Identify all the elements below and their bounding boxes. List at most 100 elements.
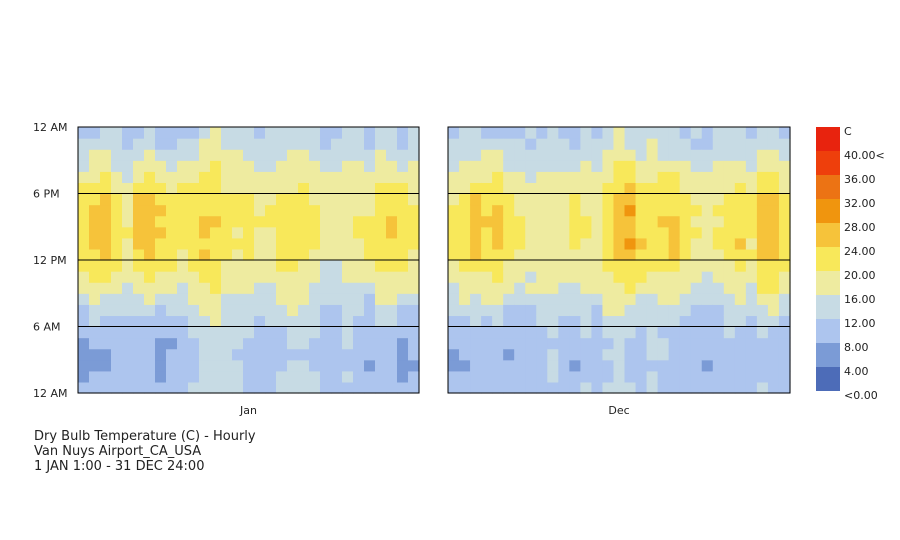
- heatmap-cell: [756, 260, 769, 272]
- heatmap-cell: [254, 237, 266, 250]
- heatmap-cell: [448, 171, 460, 184]
- heatmap-cell: [287, 293, 299, 305]
- heatmap-cell: [298, 293, 310, 305]
- heatmap-cell: [320, 193, 332, 206]
- heatmap-cell: [525, 149, 537, 161]
- heatmap-cell: [298, 215, 310, 228]
- heatmap-cell: [679, 226, 692, 239]
- heatmap-cell: [166, 237, 178, 250]
- heatmap-cell: [89, 149, 101, 161]
- heatmap-cell: [767, 171, 780, 184]
- heatmap-cell: [188, 193, 200, 206]
- heatmap-cell: [569, 293, 581, 305]
- heatmap-cell: [701, 293, 714, 305]
- heatmap-cell: [756, 171, 769, 184]
- heatmap-cell: [701, 182, 714, 195]
- heatmap-cell: [745, 381, 758, 394]
- heatmap-cell: [375, 348, 387, 361]
- heatmap-cell: [767, 160, 780, 172]
- heatmap-cell: [353, 337, 365, 350]
- heatmap-cell: [547, 381, 559, 394]
- heatmap-cell: [221, 193, 233, 206]
- heatmap-cell: [309, 182, 321, 195]
- heatmap-cell: [712, 381, 725, 394]
- heatmap-cell: [265, 138, 277, 150]
- heatmap-cell: [254, 160, 266, 172]
- heatmap-cell: [690, 282, 703, 294]
- heatmap-cell: [668, 370, 681, 383]
- heatmap-cell: [287, 260, 299, 272]
- heatmap-cell: [78, 237, 90, 250]
- heatmap-cell: [265, 282, 277, 294]
- heatmap-cell: [514, 326, 526, 339]
- heatmap-cell: [679, 304, 692, 317]
- heatmap-cell: [624, 248, 637, 261]
- heatmap-cell: [331, 138, 343, 150]
- heatmap-cell: [712, 138, 725, 150]
- heatmap-cell: [481, 282, 493, 294]
- heatmap-cell: [503, 348, 515, 361]
- heatmap-cell: [122, 226, 134, 239]
- heatmap-cell: [459, 359, 471, 372]
- heatmap-cell: [287, 204, 299, 217]
- heatmap-cell: [375, 315, 387, 328]
- heatmap-cell: [331, 359, 343, 372]
- heatmap-cell: [778, 359, 791, 372]
- heatmap-cell: [199, 237, 211, 250]
- heatmap-cell: [481, 193, 493, 206]
- heatmap-cell: [408, 326, 420, 339]
- heatmap-cell: [309, 248, 321, 261]
- heatmap-cell: [342, 182, 354, 195]
- heatmap-cell: [734, 293, 747, 305]
- heatmap-cell: [767, 315, 780, 328]
- heatmap-cell: [375, 204, 387, 217]
- heatmap-cell: [386, 282, 398, 294]
- heatmap-cell: [668, 282, 681, 294]
- heatmap-cell: [767, 138, 780, 150]
- heatmap-cell: [386, 237, 398, 250]
- heatmap-cell: [254, 127, 266, 139]
- heatmap-cell: [364, 304, 376, 317]
- heatmap-cell: [364, 149, 376, 161]
- heatmap-cell: [635, 260, 648, 272]
- heatmap-cell: [580, 237, 593, 250]
- heatmap-cell: [745, 293, 758, 305]
- heatmap-cell: [448, 293, 460, 305]
- heatmap-cell: [199, 260, 211, 272]
- heatmap-cell: [591, 304, 604, 317]
- heatmap-cell: [243, 359, 255, 372]
- heatmap-cell: [287, 381, 299, 394]
- heatmap-cell: [679, 215, 692, 228]
- heatmap-cell: [243, 149, 255, 161]
- heatmap-cell: [624, 337, 637, 350]
- heatmap-cell: [723, 160, 736, 172]
- legend-label: <0.00: [844, 389, 878, 402]
- heatmap-cell: [448, 337, 460, 350]
- heatmap-cell: [569, 337, 581, 350]
- heatmap-cell: [199, 348, 211, 361]
- heatmap-cell: [690, 171, 703, 184]
- heatmap-cell: [624, 215, 637, 228]
- heatmap-cell: [646, 215, 659, 228]
- heatmap-cell: [701, 171, 714, 184]
- heatmap-cell: [624, 127, 637, 139]
- legend-swatch: [816, 343, 840, 367]
- heatmap-cell: [408, 381, 420, 394]
- heatmap-cell: [287, 160, 299, 172]
- heatmap-cell: [386, 304, 398, 317]
- heatmap-cell: [408, 359, 420, 372]
- legend-label: 36.00: [844, 173, 876, 186]
- heatmap-cell: [155, 237, 167, 250]
- heatmap-cell: [188, 204, 200, 217]
- heatmap-cell: [243, 248, 255, 261]
- heatmap-cell: [712, 370, 725, 383]
- heatmap-cell: [276, 260, 288, 272]
- legend-swatch: [816, 199, 840, 223]
- heatmap-cell: [265, 193, 277, 206]
- heatmap-cell: [210, 248, 222, 261]
- heatmap-cell: [712, 215, 725, 228]
- chart-title: Dry Bulb Temperature (C) - Hourly: [34, 429, 256, 444]
- heatmap-cell: [408, 193, 420, 206]
- heatmap-cell: [591, 381, 604, 394]
- heatmap-cell: [547, 359, 559, 372]
